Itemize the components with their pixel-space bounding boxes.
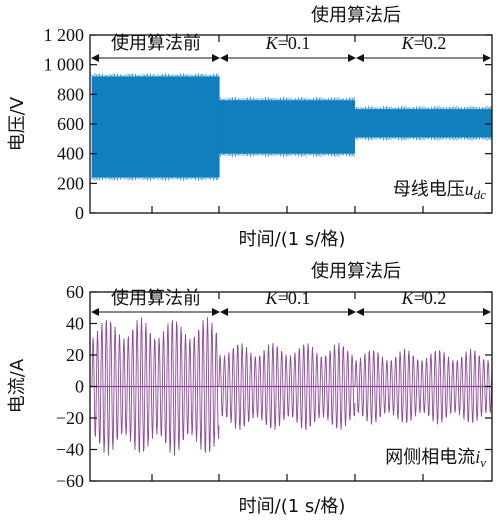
voltage-k1-label: K=0.1 <box>265 33 311 53</box>
voltage-y-ticks: 0 200 400 600 800 1 000 1 200 <box>44 25 492 223</box>
current-segment-wave <box>218 342 356 431</box>
voltage-y-tick-label: 600 <box>57 114 84 134</box>
current-y-ticks: −60 −40 −20 0 20 40 60 <box>56 282 492 491</box>
current-chart: −60 −40 −20 0 20 40 60 电流/A 时间/(1 s/格) 使用算法前 使… <box>7 261 493 517</box>
voltage-signal-label: 母线电压udc <box>393 179 487 202</box>
current-y-tick-label: −20 <box>56 408 84 428</box>
voltage-plot-area <box>91 73 492 181</box>
voltage-y-tick-label: 800 <box>57 84 84 104</box>
current-signal-label: 网侧相电流iv <box>385 447 486 470</box>
voltage-x-axis-label: 时间/(1 s/格) <box>239 229 346 250</box>
voltage-segment-band <box>355 109 492 138</box>
current-y-tick-label: −40 <box>56 440 84 460</box>
voltage-k2-label: K=0.2 <box>401 33 447 53</box>
voltage-y-tick-label: 200 <box>57 173 84 193</box>
current-before-label: 使用算法前 <box>111 288 201 309</box>
current-segment-wave <box>91 317 220 456</box>
current-y-tick-label: 0 <box>75 377 84 397</box>
current-k2-label: K=0.2 <box>401 288 447 308</box>
current-x-axis-label: 时间/(1 s/格) <box>239 496 346 517</box>
voltage-y-tick-label: 0 <box>75 203 84 223</box>
voltage-x-ticks <box>151 35 424 213</box>
voltage-y-tick-label: 1 000 <box>44 55 85 75</box>
voltage-segment-ripple <box>91 73 219 181</box>
voltage-y-axis-label: 电压/V <box>7 96 28 151</box>
current-plot-area <box>90 317 493 456</box>
current-after-label: 使用算法后 <box>311 261 401 282</box>
current-x-ticks <box>151 292 424 481</box>
current-y-tick-label: −60 <box>56 471 84 491</box>
current-y-tick-label: 60 <box>66 282 84 302</box>
current-y-tick-label: 40 <box>66 314 84 334</box>
voltage-y-tick-label: 1 200 <box>44 25 85 45</box>
current-segment-wave <box>354 348 493 425</box>
current-y-axis-label: 电流/A <box>7 358 28 413</box>
voltage-segment-ripple <box>354 105 492 141</box>
voltage-after-label: 使用算法后 <box>311 5 401 26</box>
voltage-y-tick-label: 400 <box>57 144 84 164</box>
voltage-before-label: 使用算法前 <box>111 33 201 54</box>
current-y-tick-label: 20 <box>66 345 84 365</box>
current-k1-label: K=0.1 <box>265 288 311 308</box>
